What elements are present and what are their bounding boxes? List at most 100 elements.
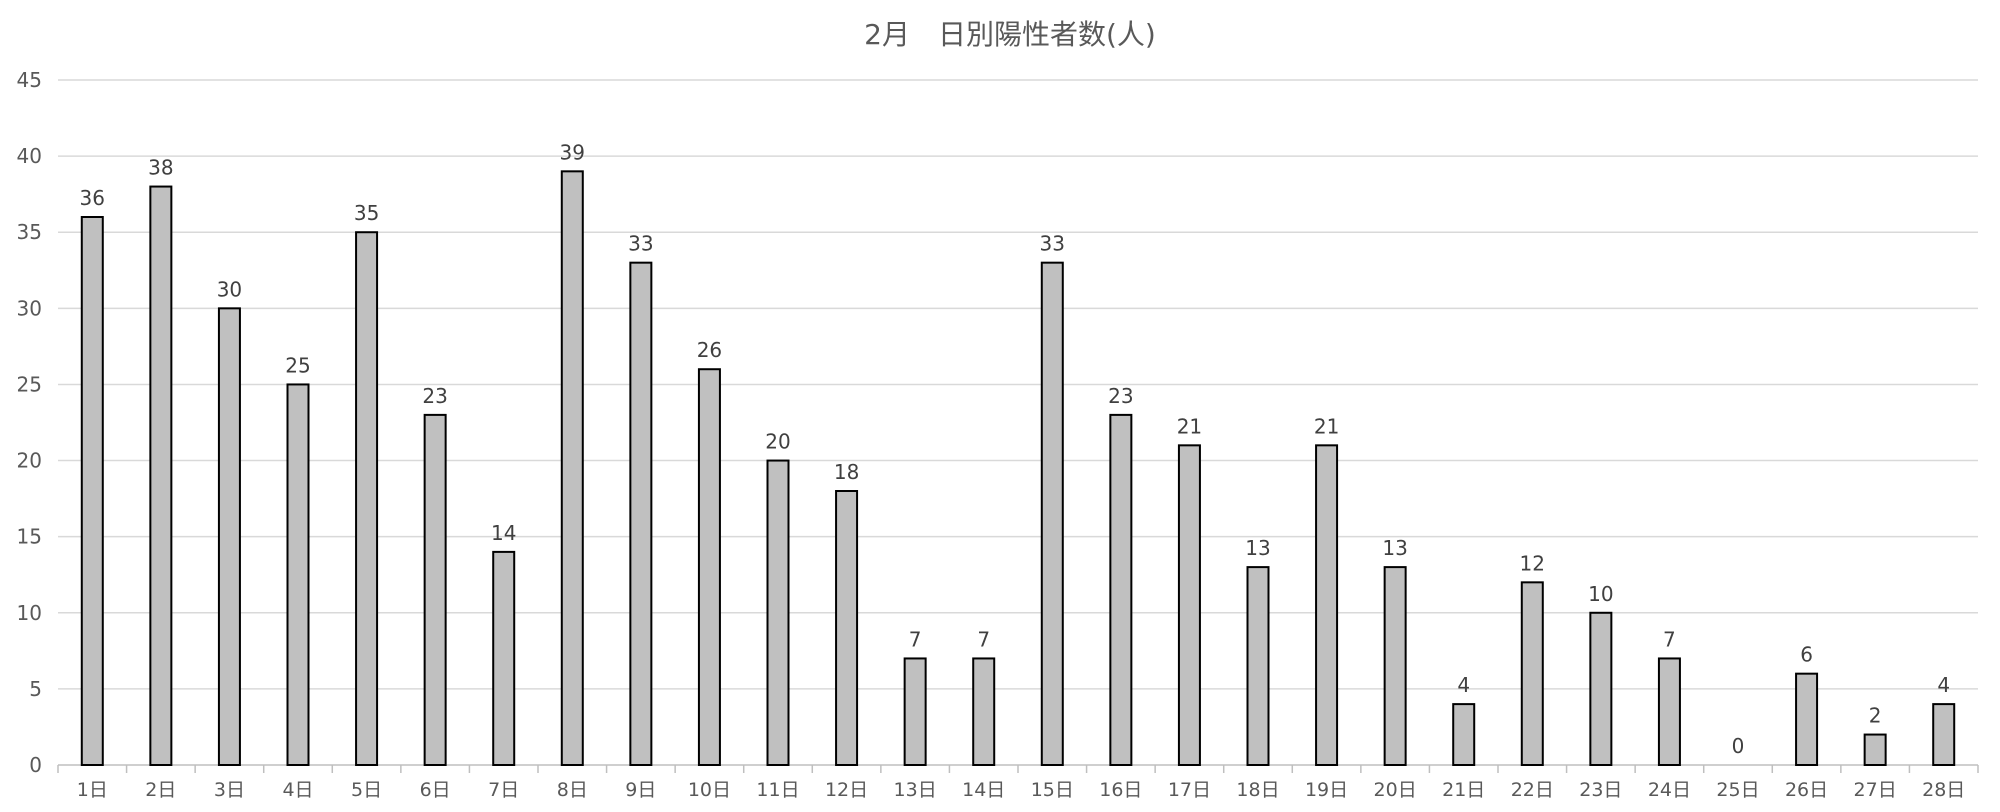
data-label: 13 <box>1245 536 1270 560</box>
data-label: 10 <box>1588 582 1613 606</box>
y-tick-label: 25 <box>17 372 42 396</box>
x-tick-label: 24日 <box>1648 779 1691 801</box>
x-tick-label: 25日 <box>1716 779 1759 801</box>
x-tick-label: 6日 <box>420 779 451 801</box>
data-label: 33 <box>628 232 653 256</box>
data-label: 35 <box>354 201 379 225</box>
y-tick-label: 20 <box>17 449 42 473</box>
bar <box>286 383 310 766</box>
y-tick-label: 10 <box>17 601 42 625</box>
x-tick-label: 26日 <box>1785 779 1828 801</box>
bar <box>1520 581 1544 766</box>
data-label: 23 <box>422 384 447 408</box>
data-label: 4 <box>1457 673 1470 697</box>
data-label: 14 <box>491 521 516 545</box>
bar <box>355 231 379 766</box>
y-tick-label: 35 <box>17 220 42 244</box>
x-tick-label: 16日 <box>1099 779 1142 801</box>
x-tick-label: 2日 <box>145 779 176 801</box>
data-label: 33 <box>1040 232 1065 256</box>
x-tick-label: 18日 <box>1236 779 1279 801</box>
bar <box>560 170 584 767</box>
bar <box>1315 444 1339 766</box>
bar <box>1657 657 1681 767</box>
x-tick-label: 3日 <box>214 779 245 801</box>
bar <box>903 657 927 767</box>
data-label: 20 <box>765 430 790 454</box>
y-tick-label: 40 <box>17 144 42 168</box>
x-tick-label: 15日 <box>1031 779 1074 801</box>
x-tick-label: 9日 <box>625 779 656 801</box>
data-label: 36 <box>80 186 105 210</box>
x-tick-label: 12日 <box>825 779 868 801</box>
bar <box>697 368 721 766</box>
data-label: 7 <box>909 627 922 651</box>
data-label: 7 <box>1663 627 1676 651</box>
x-tick-label: 14日 <box>962 779 1005 801</box>
data-label: 38 <box>148 156 173 180</box>
y-tick-label: 0 <box>29 753 42 777</box>
x-tick-label: 28日 <box>1922 779 1965 801</box>
bar <box>1863 733 1887 766</box>
bar <box>1177 444 1201 766</box>
data-label: 12 <box>1520 551 1545 575</box>
y-tick-label: 30 <box>17 296 42 320</box>
x-tick-label: 27日 <box>1854 779 1897 801</box>
bar <box>1246 566 1270 766</box>
x-tick-label: 23日 <box>1579 779 1622 801</box>
bar <box>766 459 790 766</box>
y-axis-ticks: 0 5 10 15 20 25 30 35 40 45 <box>17 68 42 777</box>
bar <box>1452 703 1476 766</box>
bar <box>1109 413 1133 766</box>
x-tick-label: 22日 <box>1511 779 1554 801</box>
bar <box>1795 672 1819 767</box>
chart-title: 2月 日別陽性者数(人) <box>864 18 1156 51</box>
x-tick-label: 13日 <box>894 779 937 801</box>
x-tick-label: 19日 <box>1305 779 1348 801</box>
data-label: 6 <box>1800 643 1813 667</box>
bar <box>972 657 996 767</box>
x-axis-ticks: 1日 2日 3日 4日 5日 6日 7日 8日 9日 10日 11日 12日 13日 14日 15日 16日 1… <box>77 779 1966 801</box>
data-label: 4 <box>1937 673 1950 697</box>
x-tick-label: 8日 <box>557 779 588 801</box>
x-tick-label: 11日 <box>756 779 799 801</box>
y-tick-label: 15 <box>17 525 42 549</box>
data-label: 21 <box>1314 414 1339 438</box>
bar <box>1589 611 1613 766</box>
x-tick-label: 1日 <box>77 779 108 801</box>
bar <box>423 413 447 766</box>
bar <box>629 261 653 766</box>
x-tick-label: 17日 <box>1168 779 1211 801</box>
bars <box>80 170 1956 767</box>
x-tick-label: 5日 <box>351 779 382 801</box>
bar <box>149 185 173 767</box>
bar <box>80 216 104 766</box>
bar <box>1040 261 1064 766</box>
data-label: 13 <box>1382 536 1407 560</box>
bar <box>835 490 859 766</box>
data-label: 30 <box>217 277 242 301</box>
data-label: 0 <box>1732 734 1745 758</box>
x-tick-label: 7日 <box>488 779 519 801</box>
data-label: 25 <box>285 353 310 377</box>
data-label: 7 <box>977 627 990 651</box>
data-label: 2 <box>1869 704 1882 728</box>
bar <box>217 307 241 766</box>
x-tick-label: 20日 <box>1374 779 1417 801</box>
data-label: 23 <box>1108 384 1133 408</box>
data-label: 21 <box>1177 414 1202 438</box>
bar <box>492 550 516 767</box>
x-tick-label: 10日 <box>688 779 731 801</box>
data-label: 39 <box>560 140 585 164</box>
data-label: 18 <box>834 460 859 484</box>
x-tick-label: 21日 <box>1442 779 1485 801</box>
bar <box>1932 703 1956 766</box>
bar <box>1383 566 1407 766</box>
x-tick-label: 4日 <box>282 779 313 801</box>
data-label: 26 <box>697 338 722 362</box>
y-tick-label: 5 <box>29 677 42 701</box>
y-tick-label: 45 <box>17 68 42 92</box>
gridlines <box>57 79 1979 773</box>
